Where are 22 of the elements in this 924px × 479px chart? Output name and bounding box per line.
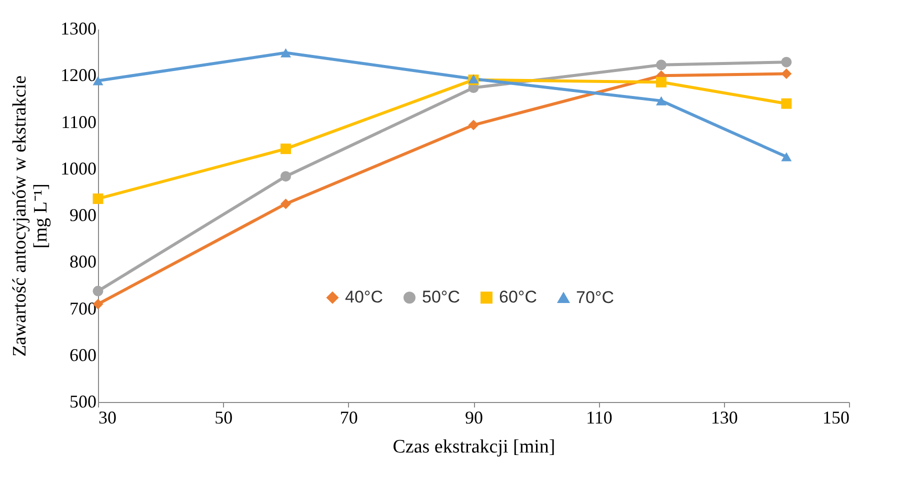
y-axis-title: Zawartość antocyjanów w ekstrakcie [mg L⁻¹]: [10, 75, 52, 357]
y-tick-label: 1200: [60, 65, 96, 86]
x-tick-label: 150: [822, 408, 850, 428]
y-tick-label: 500: [70, 392, 96, 412]
x-tick-label: 90: [465, 408, 483, 428]
y-tick-label: 1000: [60, 158, 96, 178]
y-tick-label: 800: [70, 252, 96, 272]
y-tick-label: 600: [70, 344, 96, 365]
legend-label: 50°C: [422, 288, 460, 307]
x-tick-label: 110: [586, 408, 612, 428]
legend-label: 60°C: [499, 288, 537, 307]
y-tick-label: 900: [70, 205, 96, 225]
legend-label: 40°C: [345, 288, 383, 307]
x-tick-label: 70: [340, 408, 358, 428]
y-tick-label: 700: [70, 298, 96, 318]
y-tick-label: 1300: [60, 18, 96, 38]
y-tick-label: 1100: [61, 112, 96, 132]
legend-label: 70°C: [576, 288, 614, 307]
x-tick-label: 30: [98, 408, 116, 428]
x-axis-title: Czas ekstrakcji [min]: [392, 436, 556, 458]
x-tick-label: 130: [710, 408, 738, 428]
x-tick-label: 50: [214, 408, 233, 428]
